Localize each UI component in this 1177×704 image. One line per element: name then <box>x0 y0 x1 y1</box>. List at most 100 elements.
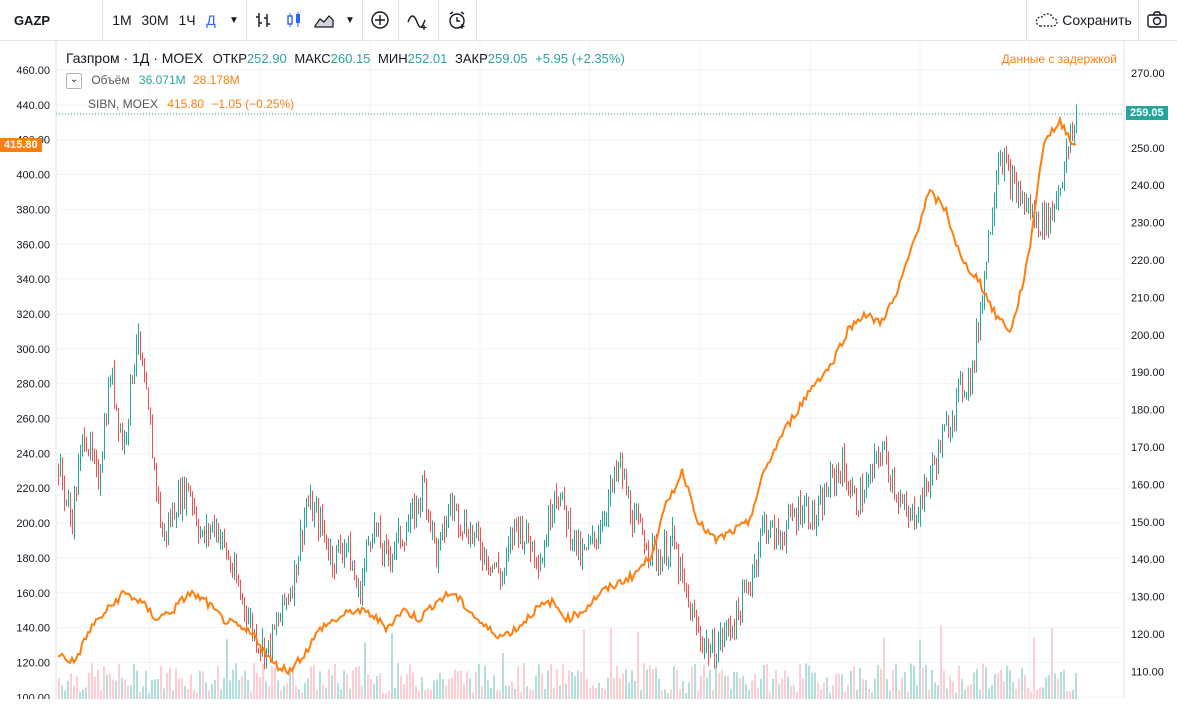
left-axis-tick: 100.00 <box>16 692 50 699</box>
interval-1h-button[interactable]: 1Ч <box>178 12 196 28</box>
volume-bar <box>745 684 747 699</box>
volume-bar <box>196 692 198 699</box>
chart-area[interactable]: 460.00440.00420.00400.00380.00360.00340.… <box>0 41 1177 704</box>
volume-bar <box>235 663 237 699</box>
volume-bar <box>394 687 396 699</box>
volume-bar <box>70 673 72 699</box>
volume-bar <box>751 680 753 699</box>
volume-bar <box>1072 689 1074 699</box>
interval-30m-button[interactable]: 30М <box>141 12 169 28</box>
volume-bar <box>355 667 357 699</box>
save-button[interactable]: Сохранить <box>1030 0 1136 40</box>
volume-bar <box>577 670 579 699</box>
right-axis-tick: 120.00 <box>1131 629 1165 641</box>
series-title: Газпром · 1Д · MOEX <box>66 50 203 66</box>
camera-icon[interactable] <box>1142 0 1172 40</box>
volume-bar <box>889 690 891 699</box>
volume-bar <box>253 663 255 699</box>
volume-bar <box>943 670 945 699</box>
price-chart[interactable]: 460.00440.00420.00400.00380.00360.00340.… <box>0 41 1177 704</box>
volume-bar <box>793 685 795 699</box>
volume-bar <box>130 684 132 699</box>
left-axis-tick: 320.00 <box>16 309 50 321</box>
chart-style-dropdown-icon[interactable]: ▼ <box>345 14 355 26</box>
volume-bar <box>226 639 228 699</box>
volume-bar <box>907 691 909 699</box>
volume-bar <box>1075 673 1077 699</box>
bar-style-icon[interactable] <box>250 0 278 40</box>
volume-bar <box>658 678 660 699</box>
right-axis-tick: 210.00 <box>1131 292 1165 304</box>
left-axis-tick: 200.00 <box>16 518 50 530</box>
volume-bar <box>388 690 390 699</box>
volume-bar <box>94 676 96 699</box>
volume-bar <box>445 685 447 699</box>
volume-bar <box>631 670 633 699</box>
volume-bar <box>817 682 819 699</box>
volume-bar <box>325 688 327 699</box>
volume-bar <box>352 670 354 699</box>
main-legend: Газпром · 1Д · MOEX ОТКР252.90 МАКС260.1… <box>66 50 625 66</box>
volume-bar <box>292 665 294 699</box>
volume-bar <box>115 680 117 699</box>
volume-bar <box>586 678 588 699</box>
right-axis-tick: 190.00 <box>1131 367 1165 379</box>
volume-bar <box>637 631 639 699</box>
volume-bar <box>877 664 879 699</box>
volume-bar <box>991 685 993 699</box>
volume-bar <box>604 690 606 699</box>
volume-bar <box>316 690 318 699</box>
volume-bar <box>367 674 369 699</box>
volume-bar <box>709 670 711 699</box>
interval-day-button[interactable]: Д <box>206 12 216 28</box>
interval-1m-button[interactable]: 1М <box>112 12 132 28</box>
volume-bar <box>910 663 912 699</box>
volume-bar <box>670 689 672 699</box>
left-axis-tick: 140.00 <box>16 623 50 635</box>
volume-bar <box>1036 689 1038 699</box>
volume-bar <box>151 679 153 699</box>
left-axis-tick: 380.00 <box>16 204 50 216</box>
left-axis-tick: 220.00 <box>16 483 50 495</box>
volume-bar <box>475 671 477 699</box>
volume-bar <box>457 671 459 699</box>
collapse-legend-icon[interactable]: ⌄ <box>66 73 82 89</box>
compare-add-icon[interactable] <box>366 0 394 40</box>
volume-value-2: 28.178M <box>192 73 240 88</box>
volume-bar <box>913 665 915 699</box>
alert-clock-icon[interactable] <box>442 0 472 40</box>
volume-bar <box>244 670 246 699</box>
volume-bar <box>1015 688 1017 699</box>
volume-bar <box>448 679 450 699</box>
volume-bar <box>418 691 420 699</box>
volume-bar <box>1009 670 1011 699</box>
volume-bar <box>178 678 180 699</box>
volume-bar <box>886 679 888 699</box>
symbol-search[interactable]: GAZP <box>6 0 58 40</box>
open-value: 252.90 <box>246 51 287 66</box>
volume-bar <box>742 676 744 699</box>
indicators-icon[interactable] <box>402 0 434 40</box>
save-label: Сохранить <box>1062 12 1132 28</box>
candle-style-icon[interactable] <box>280 0 308 40</box>
volume-bar <box>715 665 717 699</box>
compare-value: 415.80 <box>167 97 205 111</box>
volume-bar <box>172 690 174 699</box>
volume-bar <box>790 685 792 699</box>
volume-bar <box>313 664 315 699</box>
area-style-icon[interactable] <box>310 0 338 40</box>
volume-bar <box>118 664 120 699</box>
volume-bar <box>421 677 423 699</box>
volume-bar <box>613 677 615 699</box>
volume-bar <box>718 672 720 699</box>
volume-bar <box>571 671 573 699</box>
volume-bar <box>1003 681 1005 699</box>
volume-bar <box>988 688 990 699</box>
volume-bar <box>232 669 234 699</box>
volume-bar <box>895 664 897 699</box>
volume-bar <box>616 665 618 699</box>
volume-bar <box>202 671 204 699</box>
volume-bar <box>1045 677 1047 699</box>
interval-dropdown-icon[interactable]: ▼ <box>229 14 239 26</box>
volume-bar <box>517 666 519 699</box>
